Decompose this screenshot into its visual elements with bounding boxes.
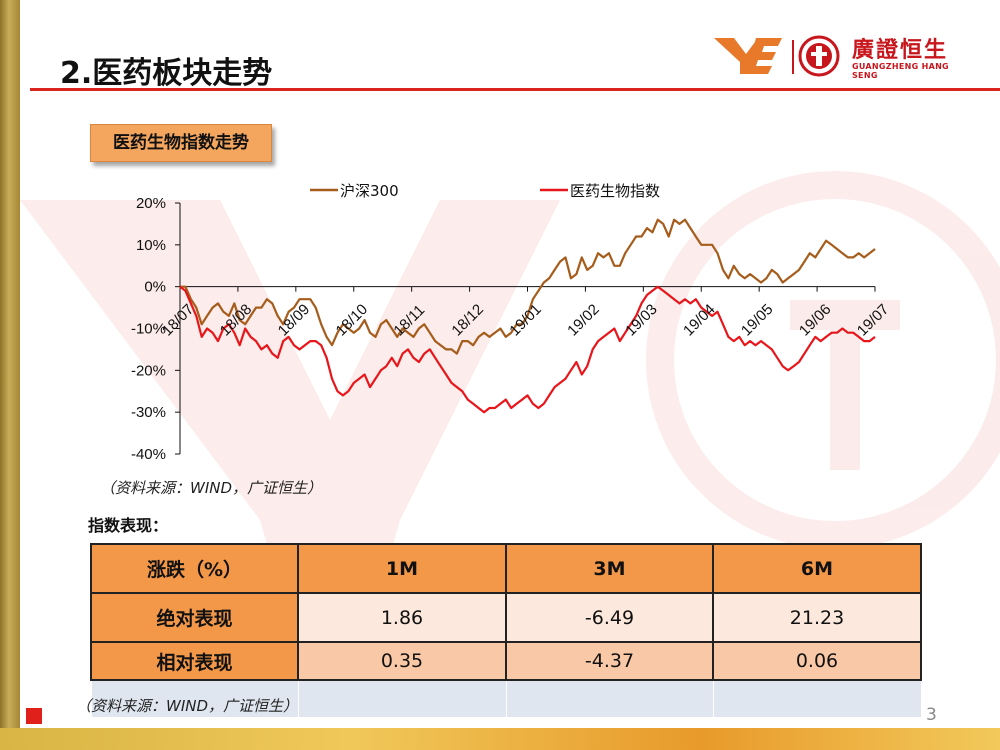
table-cell: 1.86 [297, 592, 507, 643]
section-label: 医药生物指数走势 [90, 124, 272, 162]
ye-logo-mark-icon [714, 35, 840, 77]
red-square-decor [26, 708, 42, 724]
table-row: 相对表现 0.35 -4.37 0.06 [90, 641, 922, 681]
row-label: 相对表现 [90, 641, 299, 681]
x-tick-label: 19/03 [622, 301, 661, 340]
page-number: 3 [926, 705, 937, 725]
series-line-hs300 [180, 218, 876, 355]
x-tick-label: 19/05 [738, 301, 777, 340]
left-decor-bar [0, 0, 20, 750]
table-cell: 0.06 [712, 641, 922, 681]
x-tick-label: 19/07 [854, 301, 893, 340]
chart-legend: 沪深300 医药生物指数 [310, 182, 660, 200]
table-empty-cell [712, 679, 922, 718]
table-cell: 0.35 [297, 641, 507, 681]
bottom-decor-bar [0, 728, 1000, 750]
performance-title: 指数表现： [88, 516, 169, 535]
table-cell: -6.49 [505, 592, 714, 643]
table-cell: -4.37 [505, 641, 714, 681]
chart-series-group [179, 218, 876, 414]
row-label: 绝对表现 [90, 592, 299, 643]
legend-label: 医药生物指数 [570, 182, 660, 200]
table-row: 绝对表现 1.86 -6.49 21.23 [90, 592, 922, 643]
chart-source-note: （资料来源：WIND，广证恒生） [100, 479, 323, 497]
table-empty-cell [297, 679, 507, 718]
x-tick-label: 19/04 [680, 301, 719, 340]
table-header-cell: 3M [505, 543, 714, 594]
series-line-pharma-index [179, 285, 876, 414]
y-tick-label: -10% [131, 321, 166, 338]
y-tick-label: 10% [136, 237, 166, 254]
brand-name-en: GUANGZHENG HANG SENG [852, 62, 949, 80]
y-tick-label: 0% [144, 279, 166, 296]
x-tick-label: 19/02 [564, 301, 603, 340]
y-tick-label: -20% [131, 362, 166, 379]
table-source-note: （资料来源：WIND，广证恒生） [76, 697, 299, 715]
table-header-cell: 1M [297, 543, 507, 594]
y-tick-label: -40% [131, 446, 166, 463]
table-empty-row [90, 679, 922, 718]
chart-axes: 20% 10% 0% -10% -20% -30% -40% [131, 195, 876, 463]
title-divider [30, 88, 1000, 91]
y-tick-label: -30% [131, 404, 166, 421]
chart-x-labels: 18/07 18/08 18/09 18/10 18/11 18/12 19/01 19/02… [159, 301, 893, 340]
performance-table: 涨跌（%） 1M 3M 6M 绝对表现 1.86 -6.49 21.23 相对表… [90, 543, 922, 718]
table-empty-cell [90, 679, 299, 718]
table-cell: 21.23 [712, 592, 922, 643]
company-logo: 廣證恒生 GUANGZHENG HANG SENG [712, 32, 962, 80]
table-header-row: 涨跌（%） 1M 3M 6M [90, 543, 922, 594]
table-empty-cell [505, 679, 714, 718]
brand-name-cn: 廣證恒生 [852, 37, 949, 63]
legend-label: 沪深300 [340, 182, 399, 200]
slide-title: 2.医药板块走势 [60, 56, 273, 91]
x-tick-label: 19/01 [506, 301, 545, 340]
table-header-cell: 6M [712, 543, 922, 594]
y-tick-label: 20% [136, 195, 166, 212]
table-header-cell: 涨跌（%） [90, 543, 299, 594]
line-chart: 20%10%0%-10%-20%-30%-40% 沪深300 医药生物指数 18/… [131, 182, 893, 463]
